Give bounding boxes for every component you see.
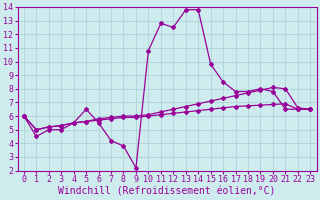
X-axis label: Windchill (Refroidissement éolien,°C): Windchill (Refroidissement éolien,°C): [58, 187, 276, 197]
